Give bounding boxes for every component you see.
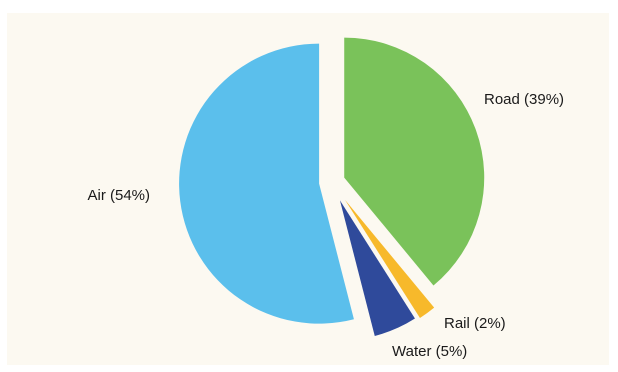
pie-slice-rail (344, 199, 435, 318)
slice-label-rail: Rail (2%) (444, 315, 506, 332)
slice-label-air: Air (54%) (87, 187, 150, 204)
slice-label-water: Water (5%) (392, 343, 467, 360)
pie-slice-road (344, 37, 485, 286)
pie-slice-air (179, 43, 354, 324)
pie-slice-water (339, 200, 415, 336)
slice-label-road: Road (39%) (484, 91, 564, 108)
pie-slices (179, 37, 485, 336)
pie-labels: Road (39%) Rail (2%) Water (5%) Air (54%) (87, 91, 564, 360)
